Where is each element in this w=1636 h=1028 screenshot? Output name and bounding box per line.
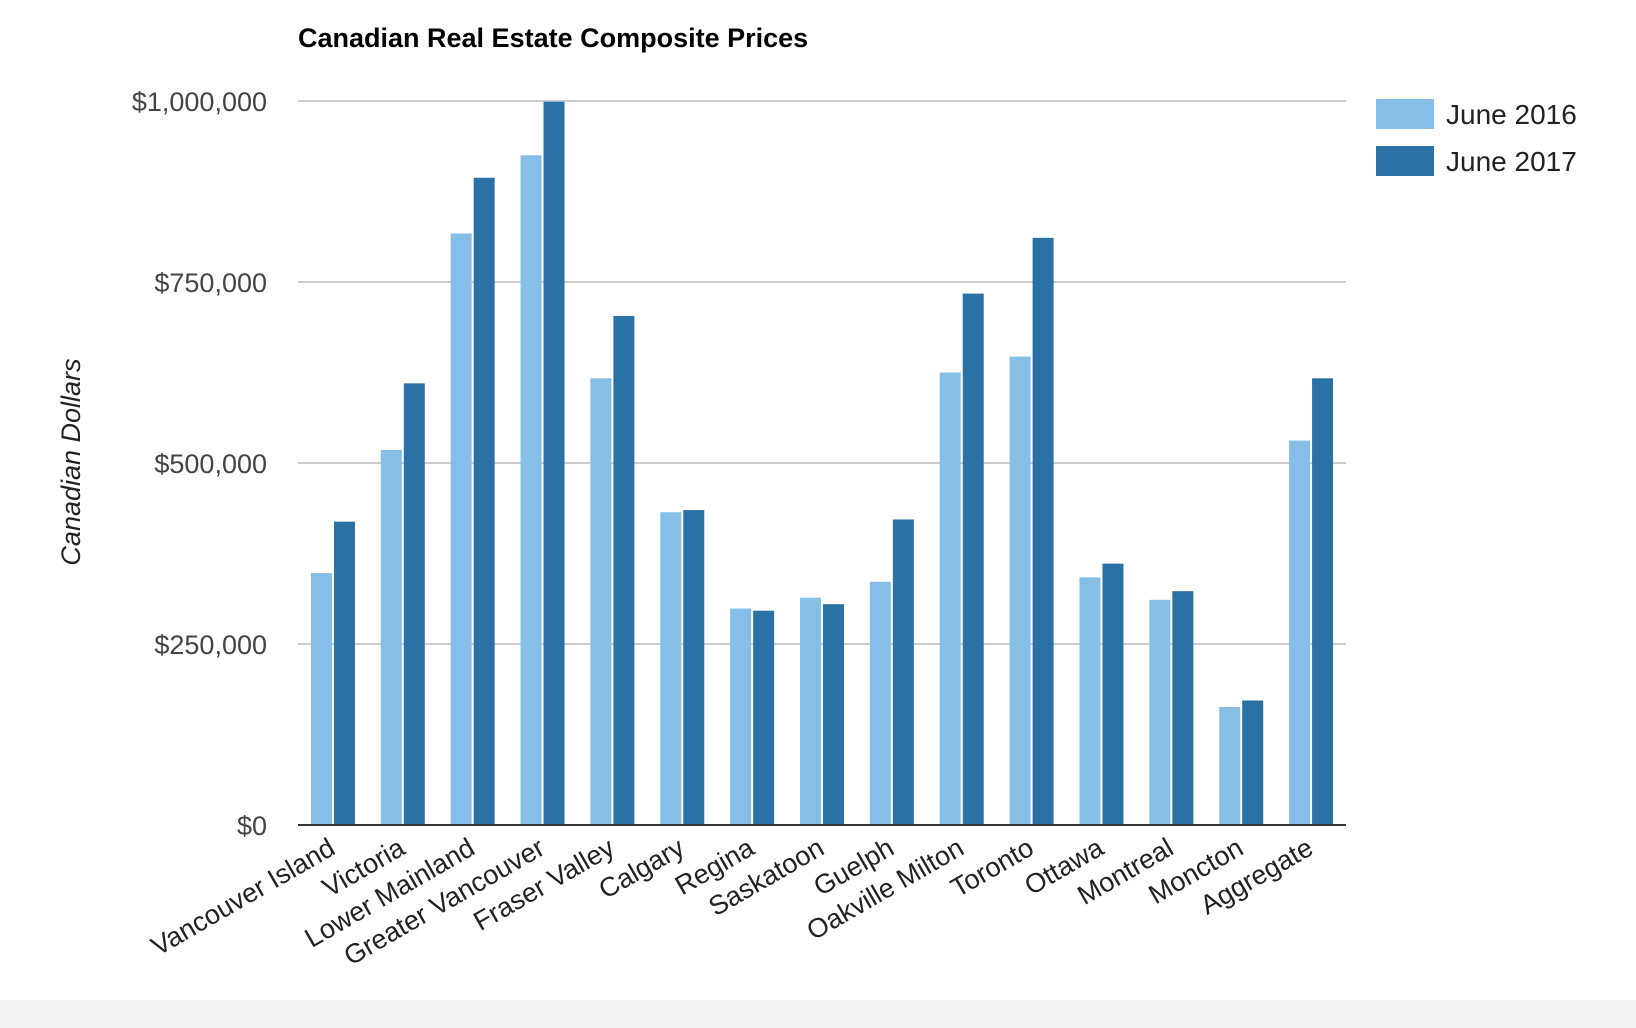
y-tick-label: $1,000,000 [132, 87, 267, 117]
bar-oakville-milton-june-2017 [962, 293, 984, 826]
bars [310, 101, 1334, 826]
bar-regina-june-2017 [753, 610, 775, 825]
bar-vancouver-island-june-2016 [310, 573, 332, 825]
chart-title: Canadian Real Estate Composite Prices [298, 23, 808, 53]
legend-label: June 2017 [1446, 146, 1577, 177]
bar-calgary-june-2017 [683, 510, 705, 825]
bar-ottawa-june-2017 [1102, 563, 1124, 825]
legend: June 2016 June 2017 [1376, 99, 1577, 177]
bar-aggregate-june-2017 [1312, 378, 1334, 825]
bottom-strip [0, 1000, 1636, 1028]
bar-calgary-june-2016 [660, 512, 682, 825]
bar-chart: Canadian Real Estate Composite Prices $0… [56, 23, 1577, 972]
bar-vancouver-island-june-2017 [333, 521, 355, 825]
legend-label: June 2016 [1446, 99, 1577, 130]
bar-saskatoon-june-2017 [823, 604, 844, 825]
bar-guelph-june-2016 [869, 581, 891, 825]
bar-greater-vancouver-june-2016 [520, 155, 542, 826]
bar-oakville-milton-june-2016 [939, 372, 961, 825]
bar-fraser-valley-june-2017 [613, 316, 635, 825]
bar-toronto-june-2017 [1032, 237, 1054, 825]
bar-ottawa-june-2016 [1079, 577, 1101, 825]
legend-swatch [1376, 99, 1434, 129]
bar-aggregate-june-2016 [1289, 440, 1311, 825]
bar-moncton-june-2016 [1219, 706, 1241, 825]
bar-regina-june-2016 [730, 608, 752, 825]
y-tick-label: $500,000 [154, 449, 267, 479]
bar-toronto-june-2016 [1009, 356, 1031, 825]
y-tick-label: $750,000 [154, 268, 267, 298]
bar-victoria-june-2016 [380, 449, 402, 825]
bar-greater-vancouver-june-2017 [543, 101, 565, 825]
bar-lower-mainland-june-2016 [450, 233, 472, 825]
y-tick-label: $250,000 [154, 630, 267, 660]
bar-guelph-june-2017 [892, 519, 914, 825]
y-axis-ticks: $0 $250,000 $500,000 $750,000 $1,000,000 [132, 87, 267, 841]
bar-victoria-june-2017 [403, 383, 425, 825]
bar-lower-mainland-june-2017 [473, 177, 495, 825]
gridlines [298, 100, 1346, 645]
legend-swatch [1376, 146, 1434, 176]
y-axis-title: Canadian Dollars [56, 358, 86, 565]
bar-montreal-june-2016 [1149, 599, 1171, 825]
bar-fraser-valley-june-2016 [590, 378, 612, 825]
y-tick-label: $0 [237, 811, 267, 841]
bar-montreal-june-2017 [1172, 591, 1194, 825]
bar-saskatoon-june-2016 [800, 597, 821, 825]
bar-moncton-june-2017 [1242, 700, 1264, 825]
